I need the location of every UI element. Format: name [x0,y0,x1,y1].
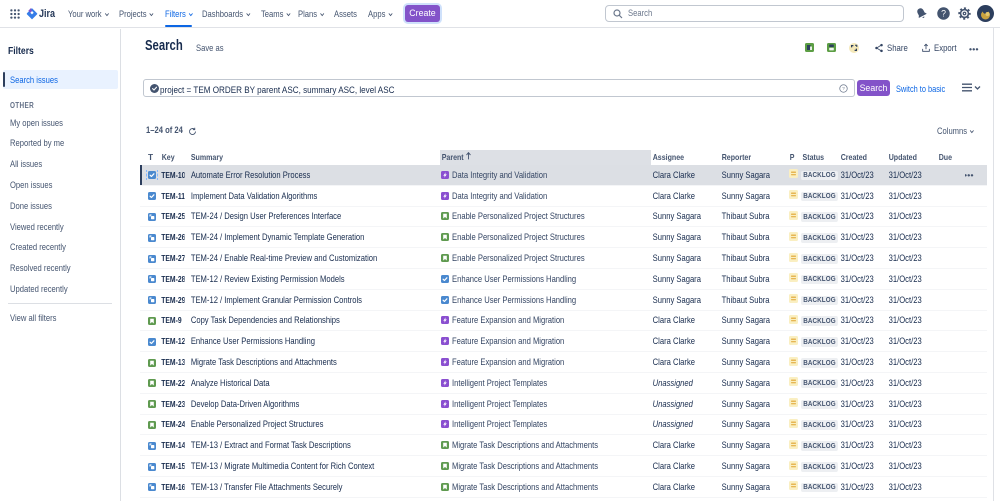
svg-text:?: ? [941,9,946,19]
svg-text:?: ? [842,86,845,92]
